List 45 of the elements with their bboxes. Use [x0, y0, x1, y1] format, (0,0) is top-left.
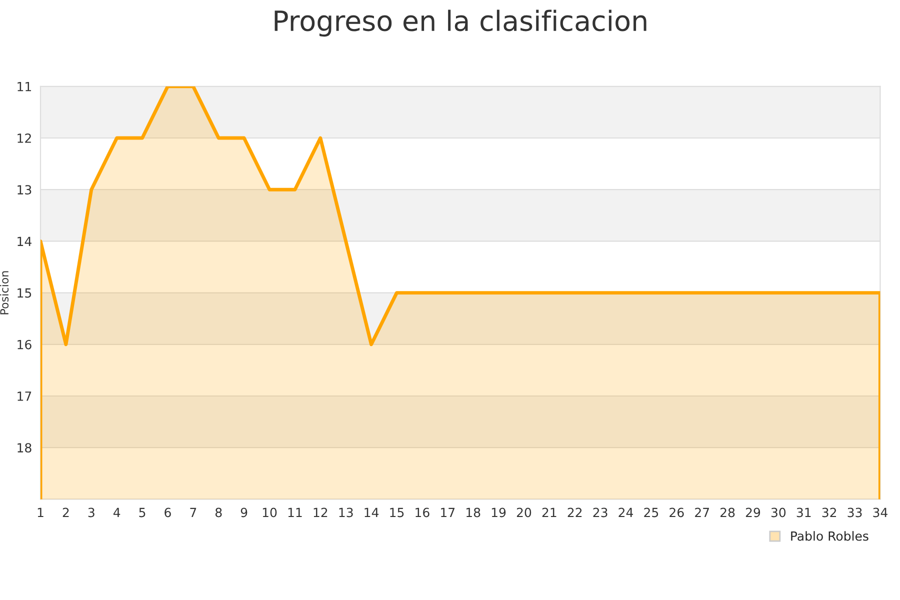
chart-title: Progreso en la clasificacion [274, 10, 646, 37]
x-tick-label: 28 [720, 508, 735, 518]
x-tick-label: 15 [390, 508, 404, 518]
x-tick-label: 20 [516, 508, 532, 518]
x-tick-label: 18 [466, 508, 480, 518]
y-axis-title: Posicion [0, 271, 9, 314]
x-tick-label: 34 [873, 508, 888, 518]
x-tick-label: 31 [796, 508, 811, 518]
x-tick-label: 6 [164, 508, 171, 518]
x-tick-label: 3 [88, 508, 94, 518]
x-tick-label: 12 [314, 508, 328, 518]
y-tick-label: 13 [18, 185, 32, 195]
x-tick-label: 32 [822, 508, 836, 518]
x-tick-label: 29 [746, 508, 760, 518]
x-tick-label: 23 [593, 508, 608, 518]
y-tick-label: 18 [18, 443, 32, 453]
x-tick-label: 19 [492, 508, 506, 518]
x-tick-label: 8 [215, 508, 222, 518]
legend-label: Pablo Robles [791, 531, 868, 541]
x-tick-label: 13 [339, 508, 353, 518]
x-tick-label: 9 [240, 508, 248, 518]
x-tick-label: 21 [542, 508, 556, 518]
y-tick-label: 17 [18, 392, 32, 401]
x-tick-label: 26 [670, 508, 684, 518]
x-tick-label: 5 [139, 508, 146, 518]
y-tick-label: 16 [18, 340, 32, 350]
x-tick-label: 7 [190, 508, 196, 518]
x-tick-label: 27 [695, 508, 709, 518]
x-tick-label: 14 [364, 508, 379, 518]
x-tick-label: 24 [618, 508, 633, 518]
x-tick-label: 33 [848, 508, 862, 518]
x-tick-label: 17 [441, 508, 455, 518]
x-tick-label: 2 [62, 508, 69, 518]
x-tick-label: 16 [416, 508, 430, 518]
x-tick-label: 25 [644, 508, 658, 518]
x-tick-label: 22 [568, 508, 582, 518]
x-tick-label: 1 [38, 508, 44, 518]
y-tick-label: 15 [18, 288, 32, 298]
x-tick-label: 11 [288, 508, 302, 518]
y-tick-label: 11 [18, 82, 32, 92]
x-tick-label: 10 [262, 508, 277, 518]
x-tick-label: 30 [771, 508, 786, 518]
y-tick-label: 14 [18, 236, 32, 246]
y-tick-label: 12 [18, 133, 31, 143]
x-tick-label: 4 [113, 508, 120, 518]
